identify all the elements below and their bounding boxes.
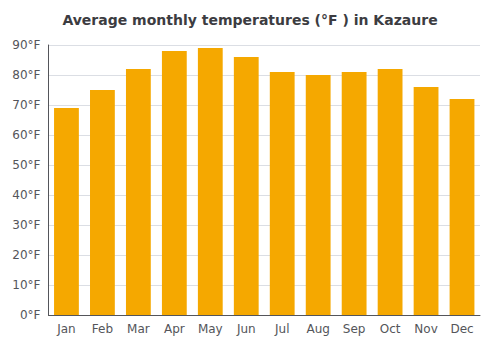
svg-text:Aug: Aug (306, 322, 329, 336)
svg-text:Average monthly temperatures (: Average monthly temperatures (°F ) in Ka… (62, 12, 437, 28)
svg-text:Sep: Sep (343, 322, 366, 336)
svg-text:Apr: Apr (164, 322, 185, 336)
svg-text:30°F: 30°F (12, 218, 40, 232)
svg-text:60°F: 60°F (12, 128, 40, 142)
svg-text:Jul: Jul (274, 322, 289, 336)
svg-text:May: May (198, 322, 223, 336)
svg-text:20°F: 20°F (12, 248, 40, 262)
svg-text:Oct: Oct (380, 322, 401, 336)
svg-text:10°F: 10°F (12, 278, 40, 292)
svg-text:0°F: 0°F (20, 308, 41, 322)
svg-text:90°F: 90°F (12, 38, 40, 52)
svg-text:Dec: Dec (450, 322, 473, 336)
svg-text:40°F: 40°F (12, 188, 40, 202)
svg-text:Mar: Mar (127, 322, 150, 336)
svg-text:70°F: 70°F (12, 98, 40, 112)
svg-text:Jan: Jan (56, 322, 76, 336)
svg-text:80°F: 80°F (12, 68, 40, 82)
svg-text:Feb: Feb (92, 322, 113, 336)
svg-text:Jun: Jun (236, 322, 256, 336)
svg-text:Nov: Nov (414, 322, 437, 336)
svg-text:50°F: 50°F (12, 158, 40, 172)
